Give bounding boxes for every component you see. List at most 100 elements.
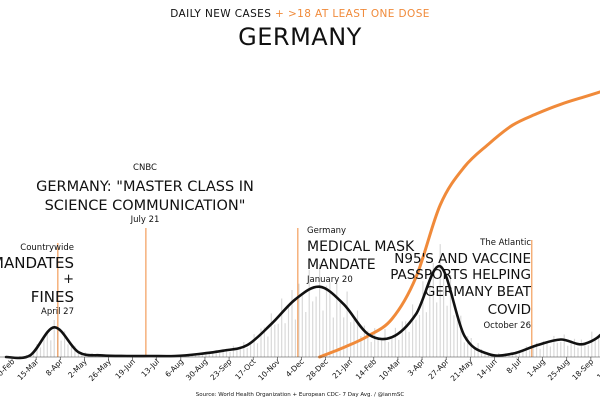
daily-case-bar [432, 262, 434, 357]
daily-case-bar [222, 349, 224, 357]
daily-case-bar [591, 331, 593, 357]
daily-case-bar [253, 334, 255, 357]
x-tick-label: 14-Feb [354, 357, 379, 382]
daily-case-bar [542, 340, 545, 357]
annotation-1-line-1: MANDATES [0, 254, 74, 272]
x-tick-label: 12-Oct [595, 357, 600, 381]
daily-case-bar [525, 346, 527, 357]
daily-case-bar [532, 346, 534, 357]
daily-case-bar [363, 325, 365, 357]
daily-case-bar [374, 328, 376, 357]
daily-case-bar [453, 315, 455, 357]
x-tick-label: 4-Dec [284, 357, 306, 379]
x-tick-label: 6-Aug [163, 357, 185, 379]
daily-case-bar [436, 302, 438, 357]
daily-case-bar [70, 346, 73, 357]
daily-case-bar [367, 330, 369, 357]
x-tick-label: 23-Sep [208, 357, 233, 382]
daily-case-bar [64, 331, 66, 357]
daily-case-bar [270, 313, 272, 357]
daily-case-bar [250, 342, 252, 357]
annotation-1-line-3: FINES [31, 288, 74, 306]
daily-case-bar [522, 351, 524, 357]
daily-case-bar [329, 282, 331, 357]
daily-case-bar [208, 353, 210, 357]
daily-case-bar [556, 342, 558, 357]
daily-case-bar [274, 324, 276, 357]
x-tick-label: 14-Jun [475, 357, 499, 381]
daily-case-bar [387, 342, 390, 357]
subtitle-plus: + [271, 8, 288, 20]
annotation-4-line-1: N95'S AND VACCINE [394, 251, 531, 267]
daily-case-bar [246, 348, 248, 357]
daily-case-bar [480, 349, 483, 357]
daily-case-bar [319, 263, 321, 357]
x-tick-label: 3-Apr [406, 356, 427, 377]
daily-case-bar [256, 343, 259, 357]
daily-case-bar [322, 310, 324, 357]
annotation-2-date: July 21 [130, 215, 160, 225]
daily-case-bar [39, 347, 42, 357]
daily-case-bar [305, 312, 307, 357]
daily-case-bar [546, 342, 548, 357]
x-tick-label: 25-Aug [546, 357, 571, 382]
x-tick-label: 19-Jun [113, 357, 137, 381]
daily-case-bar [401, 321, 403, 357]
daily-case-bar [36, 344, 38, 357]
daily-case-bar [418, 315, 421, 357]
x-tick-label: 2-May [66, 357, 89, 380]
annotation-lines [57, 228, 533, 357]
daily-case-bar [408, 331, 410, 357]
annotation-2-line-1: GERMANY: "MASTER CLASS IN [36, 179, 254, 195]
daily-case-bar [312, 301, 314, 357]
daily-case-bar [484, 352, 486, 357]
annotation-1-source: Countrywide [20, 243, 74, 253]
daily-case-bar [336, 283, 338, 357]
daily-case-bar [284, 323, 286, 357]
annotation-3-source: Germany [307, 226, 346, 236]
daily-case-bar [470, 338, 472, 357]
annotation-4-source: The Atlantic [479, 238, 531, 248]
daily-case-bar [567, 345, 569, 357]
daily-case-bar [19, 356, 21, 357]
daily-case-bar [381, 340, 383, 357]
daily-case-bar [346, 291, 348, 357]
annotation-1-line-2: + [63, 272, 74, 287]
x-tick-label: 20-Feb [0, 357, 17, 382]
daily-case-bar [384, 329, 386, 357]
daily-case-bar [518, 351, 520, 357]
daily-case-bar [405, 321, 407, 357]
daily-case-bar [201, 354, 203, 357]
daily-case-bar [360, 336, 362, 357]
x-tick-label: 10-Nov [256, 357, 282, 383]
daily-case-bar [511, 354, 514, 357]
x-tick-label: 27-Apr [426, 356, 451, 381]
annotation-2-line-2: SCIENCE COMMUNICATION" [45, 198, 246, 214]
chart-subtitle: DAILY NEW CASES + >18 AT LEAST ONE DOSE [170, 8, 430, 20]
daily-case-bar [529, 350, 531, 357]
annotation-1-date: April 27 [41, 307, 74, 317]
daily-case-bar [198, 354, 200, 357]
x-tick-label: 13-Jul [139, 357, 161, 379]
annotation-2-source: CNBC [133, 163, 157, 173]
annotation-4-line-2: PASSPORTS HELPING [390, 267, 531, 283]
daily-case-bar [474, 348, 476, 357]
daily-case-bar [425, 312, 427, 357]
daily-case-bar [191, 355, 193, 357]
daily-case-bar [443, 274, 445, 357]
x-tick-label: 21-May [449, 357, 475, 383]
daily-case-bar [74, 345, 76, 357]
daily-case-bar [536, 342, 538, 357]
daily-case-bar [77, 353, 79, 357]
daily-case-bar [291, 290, 293, 357]
daily-case-bar [350, 322, 352, 357]
daily-case-bar [429, 282, 431, 357]
daily-case-bar [277, 323, 279, 357]
annotation-4-date: October 26 [483, 321, 531, 331]
daily-case-bar [212, 352, 214, 357]
daily-case-bars [19, 244, 600, 357]
daily-case-bar [287, 304, 290, 357]
daily-case-bar [539, 348, 541, 357]
x-tick-label: 8-Apr [44, 356, 65, 377]
daily-case-bar [260, 328, 262, 357]
